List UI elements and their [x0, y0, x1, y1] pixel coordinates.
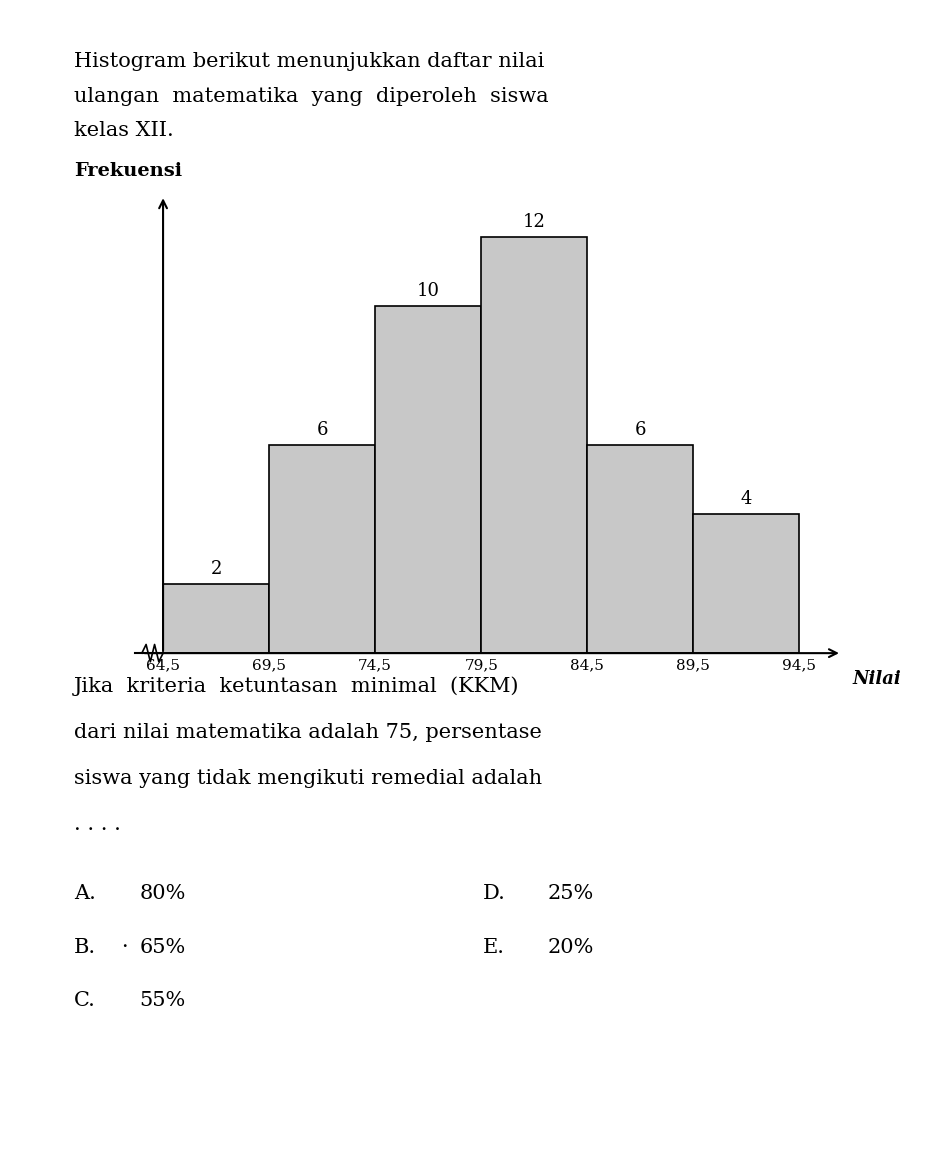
Text: E.: E.	[482, 938, 504, 956]
Text: 55%: 55%	[139, 991, 185, 1009]
Bar	[163, 584, 269, 653]
Text: Frekuensi: Frekuensi	[74, 162, 183, 180]
Bar	[375, 306, 481, 653]
Text: 20%: 20%	[547, 938, 593, 956]
Text: Jika  kriteria  ketuntasan  minimal  (KKM): Jika kriteria ketuntasan minimal (KKM)	[74, 676, 519, 696]
Text: C.: C.	[74, 991, 96, 1009]
Text: B.: B.	[74, 938, 96, 956]
Bar	[269, 445, 375, 653]
Text: 80%: 80%	[139, 884, 185, 903]
Bar	[587, 445, 692, 653]
Text: dari nilai matematika adalah 75, persentase: dari nilai matematika adalah 75, persent…	[74, 722, 541, 741]
Text: Nilai: Nilai	[852, 670, 900, 689]
Text: kelas XII.: kelas XII.	[74, 121, 173, 140]
Text: . . . .: . . . .	[74, 815, 121, 833]
Text: 10: 10	[416, 282, 439, 301]
Bar	[692, 514, 798, 653]
Text: 2: 2	[210, 560, 222, 578]
Text: 6: 6	[316, 421, 327, 439]
Text: 65%: 65%	[139, 938, 185, 956]
Text: 25%: 25%	[547, 884, 593, 903]
Text: 6: 6	[634, 421, 645, 439]
Text: siswa yang tidak mengikuti remedial adalah: siswa yang tidak mengikuti remedial adal…	[74, 769, 541, 787]
Text: A.: A.	[74, 884, 96, 903]
Text: 12: 12	[522, 213, 545, 231]
Text: ·: ·	[121, 938, 127, 956]
Text: 4: 4	[740, 490, 751, 509]
Bar	[481, 237, 587, 653]
Text: ulangan  matematika  yang  diperoleh  siswa: ulangan matematika yang diperoleh siswa	[74, 87, 548, 105]
Text: Histogram berikut menunjukkan daftar nilai: Histogram berikut menunjukkan daftar nil…	[74, 52, 544, 71]
Text: D.: D.	[482, 884, 505, 903]
